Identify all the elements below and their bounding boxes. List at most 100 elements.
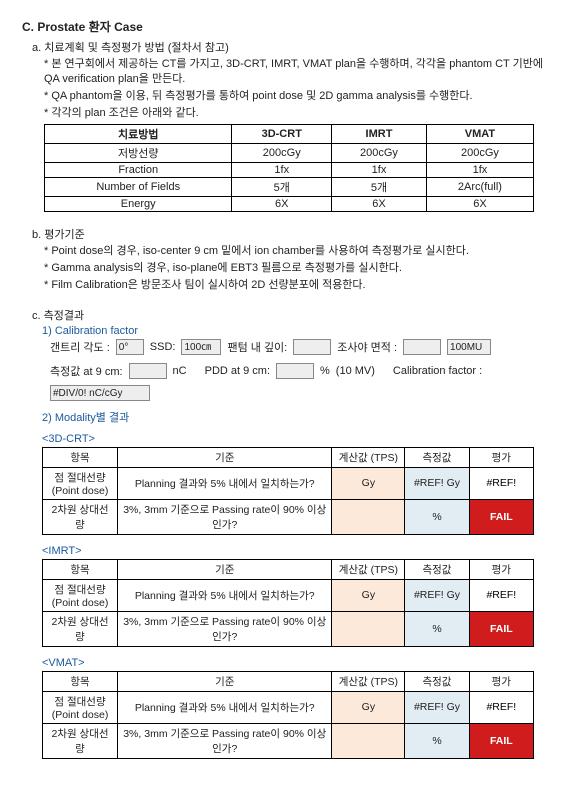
r1-std: Planning 결과와 5% 내에서 일치하는가? <box>118 579 332 611</box>
h-item: 항목 <box>43 447 118 467</box>
mod-vmat-title: <VMAT> <box>42 657 546 669</box>
calibration-title: 1) Calibration factor <box>42 325 546 337</box>
plan-r1c1: 1fx <box>232 163 332 178</box>
pdd-input[interactable] <box>276 363 314 379</box>
r2-eval: FAIL <box>469 499 533 534</box>
mod-imrt-title: <IMRT> <box>42 545 546 557</box>
pdd-label: PDD at 9 cm: <box>205 365 270 377</box>
bullet-b3: Film Calibration은 방문조사 팀이 실시하여 2D 선량분포에 … <box>44 278 546 293</box>
plan-r2c3: 2Arc(full) <box>426 178 533 197</box>
r1-item: 점 절대선량 (Point dose) <box>43 579 118 611</box>
mu-input[interactable]: 100MU <box>447 339 491 355</box>
r1-std: Planning 결과와 5% 내에서 일치하는가? <box>118 467 332 499</box>
r1-meas: #REF! Gy <box>405 579 469 611</box>
r2-std: 3%, 3mm 기준으로 Passing rate이 90% 이상인가? <box>118 723 332 758</box>
r2-eval: FAIL <box>469 723 533 758</box>
r2-meas: % <box>405 611 469 646</box>
pdd-note: (10 MV) <box>336 365 375 377</box>
h-eval: 평가 <box>469 671 533 691</box>
h-std: 기준 <box>118 447 332 467</box>
meas-input[interactable] <box>129 363 167 379</box>
depth-input[interactable] <box>293 339 331 355</box>
plan-r2c1: 5개 <box>232 178 332 197</box>
r2-tps <box>332 723 405 758</box>
meas-label: 측정값 at 9 cm: <box>50 363 123 379</box>
ssd-label: SSD: <box>150 341 176 353</box>
subsection-a-title: a. 치료계획 및 측정평가 방법 (절차서 참고) <box>32 39 546 55</box>
plan-r0c1: 200cGy <box>232 144 332 163</box>
plan-h2: IMRT <box>332 125 427 144</box>
bullet-b2: Gamma analysis의 경우, iso-plane에 EBT3 필름으로… <box>44 261 546 276</box>
plan-h3: VMAT <box>426 125 533 144</box>
ssd-input[interactable]: 100㎝ <box>181 339 221 355</box>
r1-meas: #REF! Gy <box>405 467 469 499</box>
plan-r3c2: 6X <box>332 197 427 212</box>
r1-tps: Gy <box>332 579 405 611</box>
r2-item: 2차원 상대선량 <box>43 499 118 534</box>
plan-r3c0: Energy <box>45 197 232 212</box>
plan-r1c3: 1fx <box>426 163 533 178</box>
h-item: 항목 <box>43 671 118 691</box>
r1-meas: #REF! Gy <box>405 691 469 723</box>
field-label: 조사야 면적 : <box>337 339 397 355</box>
r1-tps: Gy <box>332 467 405 499</box>
subsection-c-title: c. 측정결과 <box>32 307 546 323</box>
depth-label: 팬텀 내 깊이: <box>227 339 287 355</box>
section-c-title: C. Prostate 환자 Case <box>22 18 546 35</box>
bullet-a3: 각각의 plan 조건은 아래와 같다. <box>44 106 546 121</box>
h-tps: 계산값 (TPS) <box>332 671 405 691</box>
plan-r3c1: 6X <box>232 197 332 212</box>
r2-std: 3%, 3mm 기준으로 Passing rate이 90% 이상인가? <box>118 611 332 646</box>
calibration-row1: 갠트리 각도 : 0° SSD: 100㎝ 팬텀 내 깊이: 조사야 면적 : … <box>50 339 546 355</box>
plan-r3c3: 6X <box>426 197 533 212</box>
r2-std: 3%, 3mm 기준으로 Passing rate이 90% 이상인가? <box>118 499 332 534</box>
gantry-input[interactable]: 0° <box>116 339 144 355</box>
r1-eval: #REF! <box>469 691 533 723</box>
h-eval: 평가 <box>469 447 533 467</box>
cf-label: Calibration factor : <box>393 365 482 377</box>
bullet-a1: 본 연구회에서 제공하는 CT를 가지고, 3D-CRT, IMRT, VMAT… <box>44 57 546 87</box>
r2-item: 2차원 상대선량 <box>43 723 118 758</box>
bullet-b1: Point dose의 경우, iso-center 9 cm 밑에서 ion … <box>44 244 546 259</box>
h-meas: 측정값 <box>405 559 469 579</box>
plan-r2c0: Number of Fields <box>45 178 232 197</box>
plan-r0c3: 200cGy <box>426 144 533 163</box>
h-meas: 측정값 <box>405 671 469 691</box>
h-std: 기준 <box>118 671 332 691</box>
h-meas: 측정값 <box>405 447 469 467</box>
h-std: 기준 <box>118 559 332 579</box>
r1-eval: #REF! <box>469 579 533 611</box>
plan-r0c0: 저방선량 <box>45 144 232 163</box>
pdd-unit: % <box>320 365 330 377</box>
plan-h0: 치료방법 <box>45 125 232 144</box>
table-3dcrt: 항목 기준 계산값 (TPS) 측정값 평가 점 절대선량 (Point dos… <box>42 447 534 535</box>
plan-r1c0: Fraction <box>45 163 232 178</box>
r1-eval: #REF! <box>469 467 533 499</box>
h-tps: 계산값 (TPS) <box>332 559 405 579</box>
r1-tps: Gy <box>332 691 405 723</box>
subsection-b-title: b. 평가기준 <box>32 226 546 242</box>
plan-table: 치료방법 3D-CRT IMRT VMAT 저방선량200cGy200cGy20… <box>44 124 534 212</box>
r2-meas: % <box>405 723 469 758</box>
h-eval: 평가 <box>469 559 533 579</box>
r2-item: 2차원 상대선량 <box>43 611 118 646</box>
r2-eval: FAIL <box>469 611 533 646</box>
modality-title: 2) Modality별 결과 <box>42 409 546 425</box>
r2-meas: % <box>405 499 469 534</box>
field-input[interactable] <box>403 339 441 355</box>
bullet-a2: QA phantom을 이용, 뒤 측정평가를 통하여 point dose 및… <box>44 89 546 104</box>
r1-std: Planning 결과와 5% 내에서 일치하는가? <box>118 691 332 723</box>
plan-r1c2: 1fx <box>332 163 427 178</box>
table-vmat: 항목 기준 계산값 (TPS) 측정값 평가 점 절대선량 (Point dos… <box>42 671 534 759</box>
plan-r0c2: 200cGy <box>332 144 427 163</box>
h-tps: 계산값 (TPS) <box>332 447 405 467</box>
cf-input[interactable]: #DIV/0! nC/cGy <box>50 385 150 401</box>
mod-3dcrt-title: <3D-CRT> <box>42 433 546 445</box>
plan-h1: 3D-CRT <box>232 125 332 144</box>
h-item: 항목 <box>43 559 118 579</box>
meas-unit: nC <box>173 365 187 377</box>
calibration-row2: 측정값 at 9 cm: nC PDD at 9 cm: % (10 MV) C… <box>50 363 546 401</box>
table-imrt: 항목 기준 계산값 (TPS) 측정값 평가 점 절대선량 (Point dos… <box>42 559 534 647</box>
r2-tps <box>332 611 405 646</box>
r2-tps <box>332 499 405 534</box>
